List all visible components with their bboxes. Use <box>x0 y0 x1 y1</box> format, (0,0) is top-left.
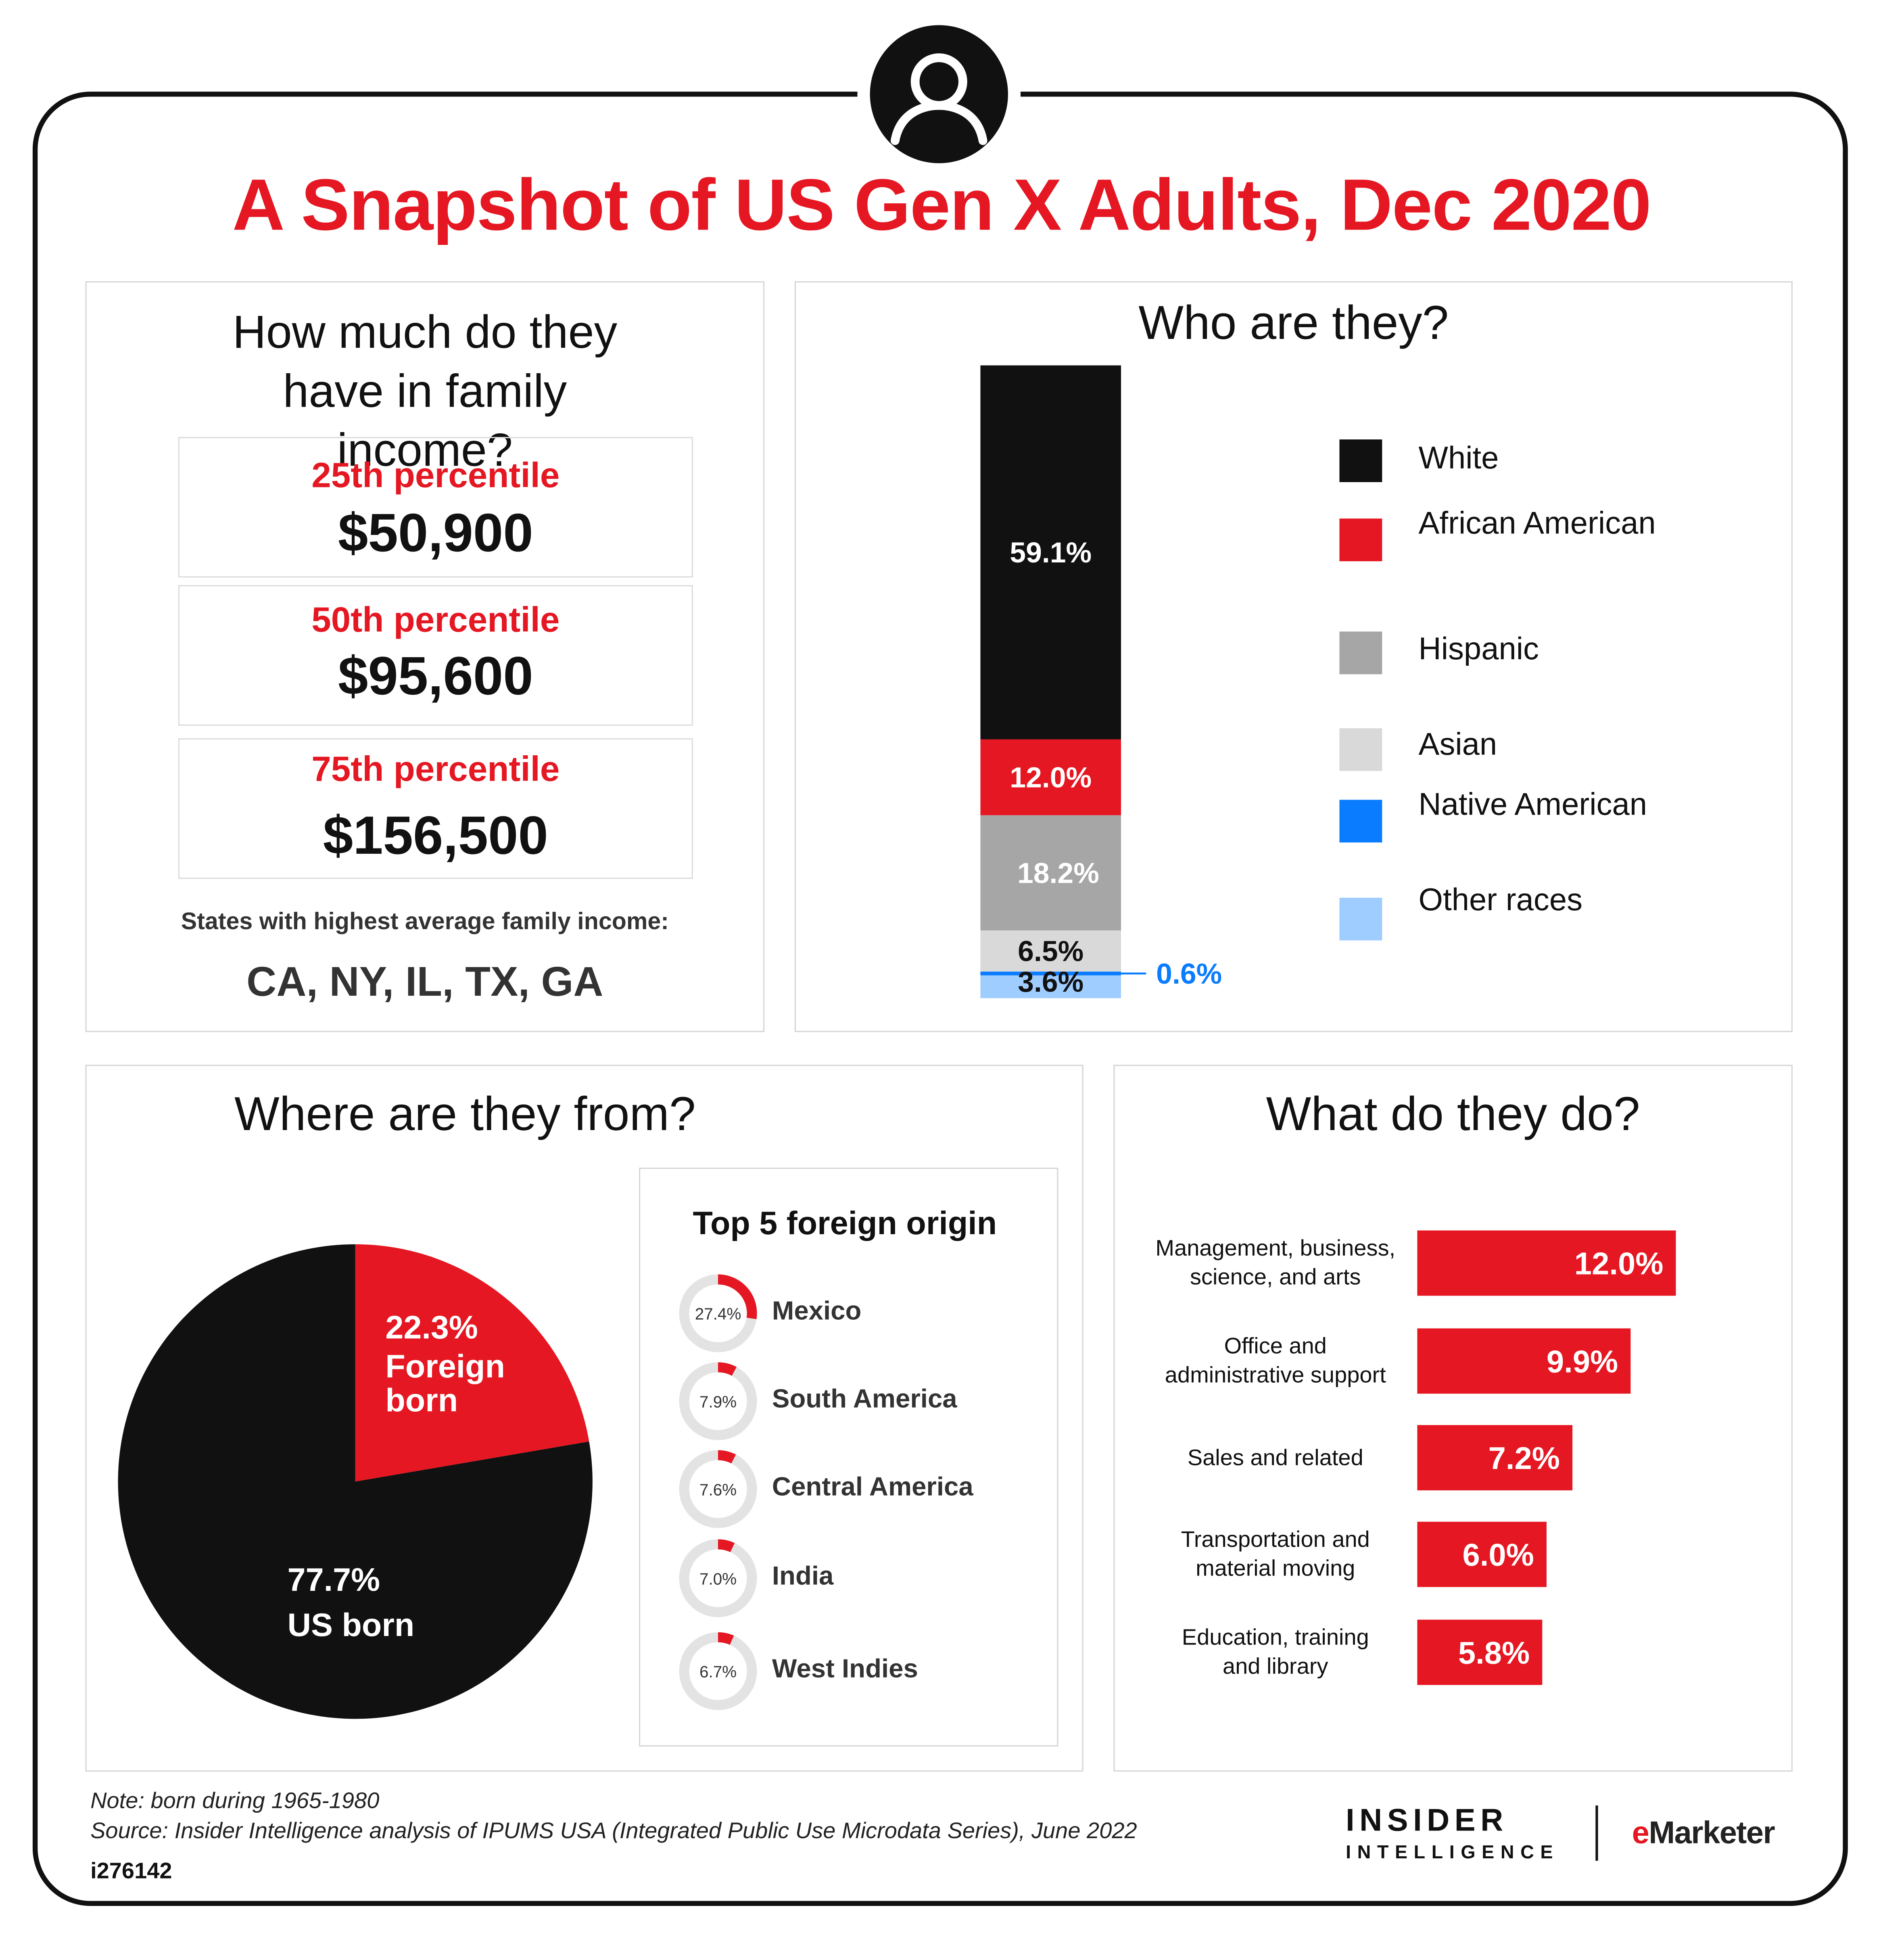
legend-swatch <box>1339 898 1382 940</box>
origin-name: Mexico <box>772 1297 862 1326</box>
race-data-label: 0.6% <box>1156 958 1222 990</box>
occupation-bar <box>1417 1328 1631 1394</box>
occupation-category-label: Management, business, science, and arts <box>1155 1235 1396 1290</box>
pie-label-name: US born <box>288 1607 415 1643</box>
income-title: How much do they have in family income? <box>232 306 618 476</box>
percentile-value: $95,600 <box>338 646 533 707</box>
occupation-bar <box>1417 1230 1676 1296</box>
race-bar-segment <box>980 815 1121 931</box>
origin-name: South America <box>772 1385 957 1414</box>
insider-logo-line2: INTELLIGENCE <box>1346 1842 1559 1864</box>
donut-arc <box>679 1362 757 1440</box>
legend-swatch <box>1339 439 1382 483</box>
footer-note: Note: born during 1965-1980 <box>90 1788 380 1813</box>
legend-label: White <box>1418 441 1499 476</box>
legend-label: Native American <box>1418 787 1647 823</box>
occupation-bar-label: 5.8% <box>1458 1636 1530 1670</box>
pie-label-pct: 77.7% <box>288 1562 380 1598</box>
income-panel: How much do they have in family income? … <box>85 281 765 1032</box>
occupation-bar-chart: 12.0% 9.9% 7.2% 6.0% 5.8% <box>1417 1230 1676 1685</box>
legend-label: Hispanic <box>1418 631 1539 667</box>
race-bar-segment <box>980 972 1121 976</box>
race-data-label: 6.5% <box>1018 935 1083 967</box>
jobs-title: What do they do? <box>1266 1089 1640 1141</box>
occupation-bar <box>1417 1521 1547 1587</box>
percentile-box-50: 50th percentile $95,600 <box>178 585 693 726</box>
percentile-label: 25th percentile <box>311 456 560 495</box>
occupation-category-label: Sales and related <box>1187 1444 1363 1470</box>
donut-arc <box>679 1450 757 1528</box>
race-data-label: 3.6% <box>1018 966 1083 998</box>
user-avatar-icon <box>870 25 1008 163</box>
race-bar-segment <box>980 739 1121 815</box>
donut-value-label: 7.9% <box>699 1393 737 1411</box>
pie-label-name: Foreign <box>385 1348 505 1385</box>
pie-label-pct: 22.3% <box>385 1309 478 1346</box>
top5-origin-title: Top 5 foreign origin <box>693 1204 997 1242</box>
origin-donut-list: 27.4% 7.9% 7.6% 7.0% 6.7% <box>679 1274 757 1710</box>
emarketer-logo-e: e <box>1632 1815 1649 1851</box>
occupation-bar-label: 12.0% <box>1574 1247 1664 1281</box>
origin-name: India <box>772 1562 834 1591</box>
origin-title: Where are they from? <box>234 1089 696 1141</box>
occupation-bar <box>1417 1619 1543 1685</box>
percentile-value: $50,900 <box>338 503 533 564</box>
footer-id: i276142 <box>90 1858 172 1883</box>
origin-panel: Where are they from? 22.3% Foreign born 77.… <box>85 1064 1083 1772</box>
occupation-bar-label: 6.0% <box>1463 1538 1534 1573</box>
states-label: States with highest average family incom… <box>181 909 669 936</box>
origin-name: West Indies <box>772 1655 918 1684</box>
occupation-bar-label: 7.2% <box>1488 1441 1560 1476</box>
percentile-label: 75th percentile <box>311 749 560 789</box>
occupation-category-label: Education, training and library <box>1182 1624 1369 1679</box>
emarketer-logo: eMarketer <box>1632 1816 1775 1852</box>
occupation-bar <box>1417 1425 1573 1490</box>
states-value: CA, NY, IL, TX, GA <box>246 958 603 1005</box>
logo-divider <box>1595 1805 1598 1861</box>
donut-arc <box>679 1274 757 1352</box>
legend-swatch <box>1339 800 1382 843</box>
legend-swatch <box>1339 728 1382 771</box>
pie-slice <box>118 1244 593 1719</box>
donut-arc <box>679 1632 757 1710</box>
pie-label-name: born <box>385 1382 458 1419</box>
donut-arc <box>679 1539 757 1617</box>
percentile-box-25: 25th percentile $50,900 <box>178 437 693 578</box>
origin-name: Central America <box>772 1473 973 1502</box>
percentile-value: $156,500 <box>323 806 548 867</box>
race-data-label: 59.1% <box>1010 537 1092 569</box>
race-bar-segment <box>980 930 1121 972</box>
percentile-label: 50th percentile <box>311 600 560 639</box>
page-title: A Snapshot of US Gen X Adults, Dec 2020 <box>232 164 1651 246</box>
race-bar-segment <box>980 365 1121 740</box>
jobs-panel: What do they do? 12.0% 9.9% 7.2% 6.0% 5.8% M… <box>1113 1064 1793 1772</box>
insider-logo-line1: INSIDER <box>1346 1803 1508 1838</box>
occupation-bar-label: 9.9% <box>1547 1344 1618 1379</box>
legend-label: Other races <box>1418 882 1583 918</box>
race-data-label: 12.0% <box>1010 762 1092 794</box>
pie-slice <box>355 1244 589 1482</box>
donut-value-label: 7.0% <box>699 1569 737 1588</box>
footer-source: Source: Insider Intelligence analysis of… <box>90 1818 1137 1843</box>
top5-origin-box: Top 5 foreign origin 27.4% 7.9% 7.6% 7.0% 6.… <box>639 1168 1058 1747</box>
legend-label: African American <box>1418 506 1656 541</box>
donut-value-label: 27.4% <box>695 1305 741 1323</box>
legend-swatch <box>1339 518 1382 562</box>
donut-value-label: 6.7% <box>699 1663 737 1681</box>
donut-value-label: 7.6% <box>699 1480 737 1499</box>
percentile-box-75: 75th percentile $156,500 <box>178 738 693 879</box>
occupation-category-label: Transportation and material moving <box>1181 1527 1370 1581</box>
race-data-label: 18.2% <box>1017 857 1099 889</box>
race-stacked-bar-chart: 59.1% 12.0% 18.2% 6.5% 0.6% 3.6% <box>980 365 1222 999</box>
legend-swatch <box>1339 631 1382 675</box>
race-bar-segment <box>980 975 1121 999</box>
race-panel: Who are they? 59.1% 12.0% 18.2% 6.5% 0.6% 3.6… <box>794 281 1793 1032</box>
occupation-category-label: Office and administrative support <box>1165 1333 1386 1387</box>
race-title: Who are they? <box>1138 297 1449 351</box>
legend-label: Asian <box>1418 727 1497 762</box>
emarketer-logo-rest: Marketer <box>1649 1815 1775 1851</box>
